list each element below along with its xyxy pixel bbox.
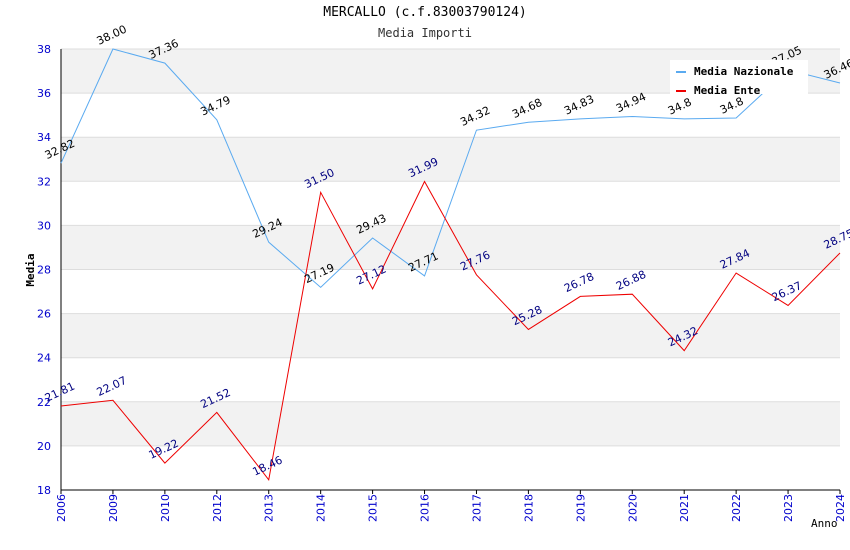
y-tick-label: 38: [37, 43, 51, 56]
x-tick-label: 2022: [730, 494, 743, 522]
legend-label-media-nazionale: Media Nazionale: [694, 65, 794, 78]
y-tick-label: 34: [37, 131, 51, 144]
legend-box: [670, 60, 808, 94]
x-tick-label: 2010: [159, 494, 172, 522]
y-tick-label: 32: [37, 175, 51, 188]
x-tick-label: 2017: [470, 494, 483, 522]
x-tick-label: 2021: [678, 494, 691, 522]
x-tick-label: 2019: [574, 494, 587, 522]
x-tick-label: 2014: [315, 494, 328, 522]
plot-band: [61, 445, 840, 490]
x-tick-label: 2012: [211, 494, 224, 522]
chart-title: MERCALLO (c.f.83003790124): [323, 5, 527, 20]
data-label: 38.00: [95, 23, 129, 48]
x-tick-label: 2009: [107, 494, 120, 522]
x-axis-label: Anno: [811, 517, 838, 530]
x-tick-label: 2024: [834, 494, 847, 522]
legend-label-media-ente: Media Ente: [694, 84, 761, 97]
y-tick-labels: 18 20 22 24 26 28 30 32 34 36 38: [37, 43, 51, 497]
x-tick-label: 2023: [782, 494, 795, 522]
series-line-media-ente: [60, 180, 841, 482]
y-axis-label: Media: [24, 253, 37, 286]
y-tick-label: 18: [37, 484, 51, 497]
x-tick-label: 2006: [55, 494, 68, 522]
y-tick-label: 20: [37, 440, 51, 453]
plot-band: [61, 313, 840, 358]
plot-band: [61, 93, 840, 138]
plot-band: [61, 357, 840, 402]
x-tick-label: 2018: [522, 494, 535, 522]
plot-band: [61, 225, 840, 270]
plot-band: [61, 137, 840, 182]
series-lines: [60, 48, 841, 482]
y-tick-label: 30: [37, 219, 51, 232]
plot-band: [61, 269, 840, 314]
y-tick-label: 24: [37, 352, 51, 365]
x-tick-label: 2013: [263, 494, 276, 522]
plot-band: [61, 401, 840, 446]
x-tick-label: 2020: [626, 494, 639, 522]
chart-subtitle: Media Importi: [378, 26, 472, 40]
x-tick-label: 2015: [367, 494, 380, 522]
x-tick-label: 2016: [419, 494, 432, 522]
axes: [60, 49, 841, 494]
y-tick-label: 22: [37, 396, 51, 409]
y-tick-label: 28: [37, 264, 51, 277]
y-tick-label: 36: [37, 87, 51, 100]
x-tick-labels: 2006 2009 2010 2012 2013 2014 2015 2016 2017 2018…: [55, 494, 847, 522]
legend: Media Nazionale Media Ente: [670, 60, 808, 97]
series-line-media-nazionale: [60, 48, 841, 289]
y-tick-label: 26: [37, 308, 51, 321]
